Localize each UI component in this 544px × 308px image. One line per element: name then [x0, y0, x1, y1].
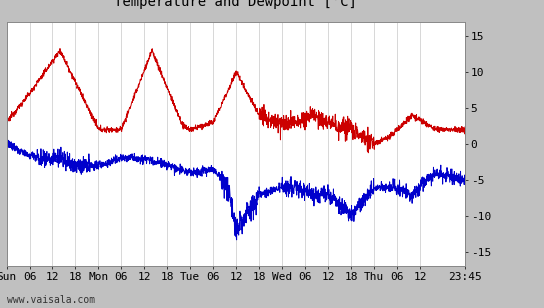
Text: Temperature and Dewpoint [°C]: Temperature and Dewpoint [°C]	[114, 0, 357, 9]
Text: www.vaisala.com: www.vaisala.com	[7, 295, 95, 305]
